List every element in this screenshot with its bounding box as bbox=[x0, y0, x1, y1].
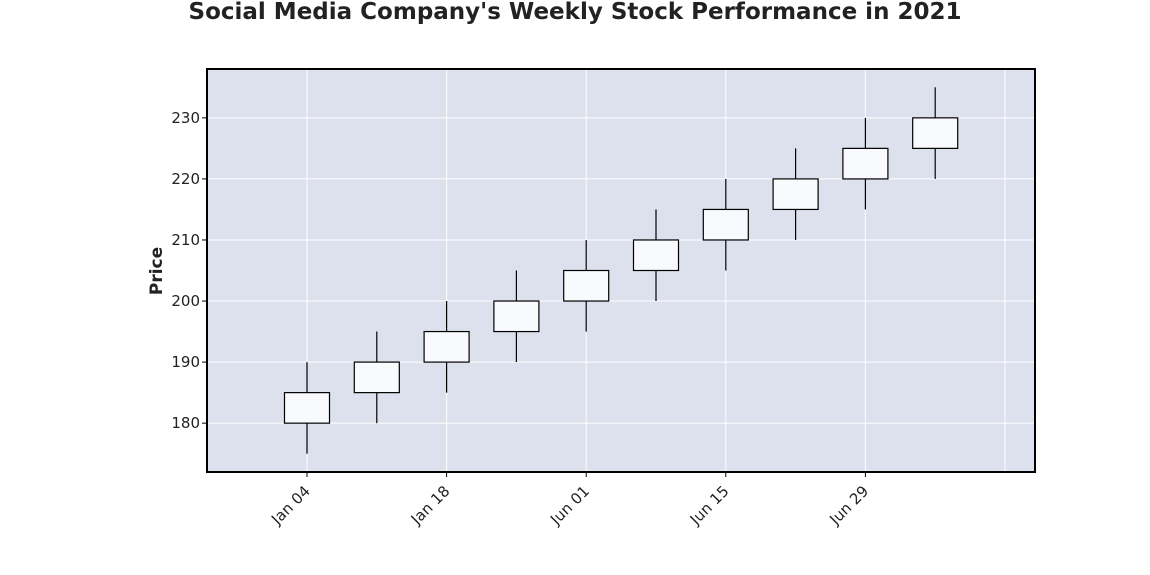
candle-body bbox=[353, 361, 400, 394]
x-tick-label: Jun 15 bbox=[686, 482, 733, 529]
x-axis-ticks: Jan 04 Jan 18 Jun 01 Jun 15 Jun 29 bbox=[267, 472, 872, 529]
candle-body bbox=[702, 208, 749, 241]
candle-body bbox=[912, 117, 959, 149]
candle-body bbox=[423, 330, 470, 363]
x-tick-label: Jun 01 bbox=[546, 482, 593, 529]
y-axis-ticks: 180 190 200 210 220 230 bbox=[171, 109, 207, 432]
y-tick-label: 230 bbox=[171, 109, 200, 127]
candle-body bbox=[493, 300, 540, 333]
y-tick-label: 220 bbox=[171, 170, 200, 188]
y-tick-label: 200 bbox=[171, 292, 200, 310]
y-tick-label: 190 bbox=[171, 353, 200, 371]
x-tick-label: Jan 18 bbox=[407, 482, 454, 529]
candlesticks bbox=[283, 87, 959, 454]
candle-body bbox=[563, 269, 610, 302]
y-axis-label: Price bbox=[147, 247, 167, 295]
y-tick-label: 180 bbox=[171, 414, 200, 432]
x-tick-label: Jun 29 bbox=[825, 482, 872, 529]
candle-body bbox=[632, 239, 680, 272]
y-tick-label: 210 bbox=[171, 231, 200, 249]
candle-body bbox=[842, 147, 889, 180]
x-tick-label: Jan 04 bbox=[267, 482, 314, 529]
candle-body bbox=[772, 178, 819, 211]
chart-title: Social Media Company's Weekly Stock Perf… bbox=[189, 0, 962, 25]
candle-body bbox=[283, 392, 331, 424]
plot-frame bbox=[206, 68, 1036, 473]
plot-area bbox=[207, 69, 1035, 472]
